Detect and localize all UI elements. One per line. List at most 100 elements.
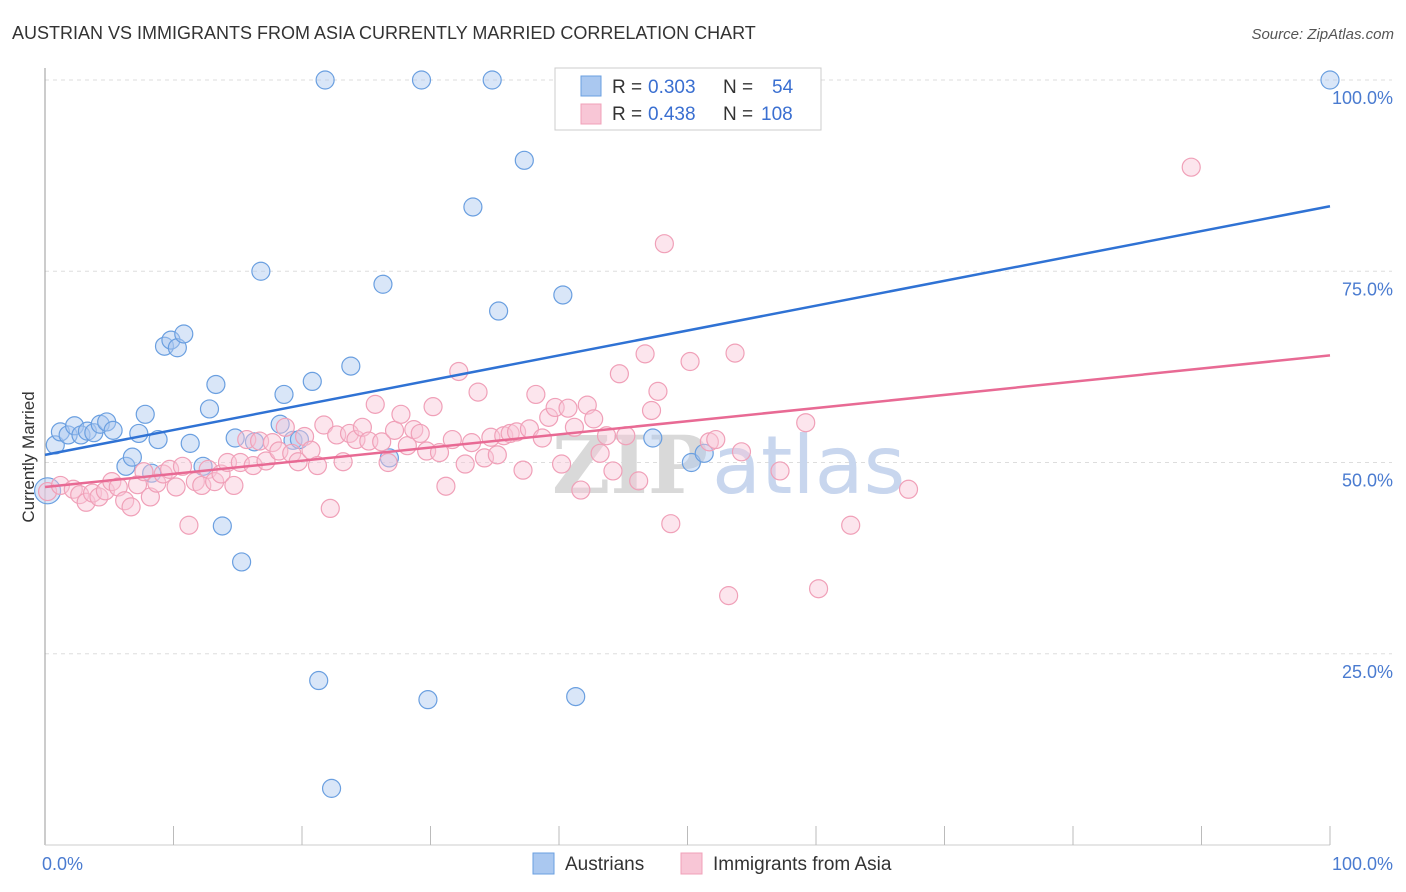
chart-source: Source: ZipAtlas.com (1251, 26, 1394, 43)
point-austrians-35 (309, 670, 329, 691)
asia-immigrants-trend-line (44, 354, 1331, 489)
point-asia-62 (449, 361, 469, 382)
point-asia-105 (898, 479, 919, 499)
bottom-legend-swatch-asia (680, 852, 703, 875)
point-asia-49 (365, 394, 385, 414)
point-asia-75 (532, 428, 552, 448)
point-asia-35 (275, 417, 295, 437)
point-austrians-25 (212, 516, 232, 536)
point-asia-27 (224, 475, 244, 496)
point-asia-97 (706, 429, 726, 450)
point-asia-98 (719, 586, 739, 606)
point-asia-42 (320, 498, 340, 518)
chart-title: AUSTRIAN VS IMMIGRANTS FROM ASIA CURRENT… (12, 23, 756, 43)
watermark-zip: ZIP (552, 418, 708, 512)
point-asia-65 (468, 382, 488, 402)
point-asia-84 (590, 443, 610, 463)
point-asia-52 (384, 420, 405, 440)
point-asia-51 (378, 452, 398, 473)
y-tick-label-25: 25.0% (1342, 662, 1393, 682)
x-ticks (173, 826, 1331, 845)
legend-n-label-austrians: N = (723, 77, 753, 98)
point-asia-101 (770, 461, 790, 481)
point-austrians-44 (482, 70, 502, 90)
bottom-legend: Austrians Immigrants from Asia (532, 852, 892, 875)
point-asia-11 (121, 497, 141, 517)
point-asia-87 (609, 364, 629, 384)
point-austrians-48 (566, 686, 586, 707)
point-asia-83 (584, 409, 604, 429)
point-asia-85 (596, 426, 617, 446)
point-austrians-41 (411, 70, 432, 90)
point-austrians-38 (341, 356, 361, 376)
point-austrians-13 (129, 423, 149, 444)
point-austrians-43 (463, 197, 483, 217)
y-tick-labels: 25.0% 50.0% 75.0% 100.0% (1332, 88, 1393, 682)
point-asia-68 (487, 445, 507, 465)
point-austrians-34 (302, 371, 322, 392)
bottom-legend-label-asia: Immigrants from Asia (713, 854, 892, 875)
point-austrians-36 (315, 70, 335, 90)
point-asia-89 (629, 471, 649, 491)
point-asia-60 (436, 476, 456, 496)
point-asia-95 (680, 351, 700, 372)
point-asia-18 (166, 477, 186, 497)
point-austrians-24 (206, 374, 226, 395)
point-asia-91 (641, 400, 662, 421)
point-asia-79 (558, 398, 578, 418)
point-asia-24 (205, 472, 225, 492)
point-austrians-42 (418, 690, 438, 710)
point-asia-94 (661, 514, 681, 534)
legend-swatch-asia (580, 103, 602, 125)
point-austrians-14 (135, 404, 155, 424)
point-asia-103 (808, 579, 829, 599)
point-austrians-27 (232, 552, 252, 572)
watermark: ZIP atlas (552, 418, 905, 512)
point-austrians-21 (180, 433, 200, 453)
point-austrians-47 (553, 285, 573, 305)
legend-r-value-asia: 0.438 (648, 104, 696, 125)
bottom-legend-swatch-austrians (532, 852, 555, 875)
bottom-legend-label-austrians: Austrians (565, 854, 644, 875)
legend-r-label-austrians: R = (612, 77, 642, 98)
point-asia-41 (314, 415, 334, 435)
asia-immigrants-points (37, 157, 1201, 606)
y-tick-label-75: 75.0% (1342, 279, 1393, 299)
point-austrians-31 (274, 384, 294, 405)
legend-r-value-austrians: 0.303 (648, 77, 696, 98)
point-asia-106 (1181, 157, 1201, 177)
point-asia-78 (551, 454, 572, 474)
point-austrians-12 (122, 447, 142, 467)
point-asia-76 (539, 407, 559, 427)
point-asia-53 (391, 404, 411, 424)
point-asia-58 (423, 397, 443, 417)
watermark-atlas: atlas (712, 419, 905, 512)
point-austrians-20 (174, 324, 194, 344)
point-asia-40 (307, 455, 328, 476)
point-asia-81 (571, 480, 591, 500)
point-asia-92 (648, 381, 668, 401)
point-asia-102 (796, 413, 816, 433)
point-asia-90 (635, 344, 655, 364)
point-asia-72 (513, 460, 533, 480)
point-austrians-10 (103, 420, 123, 440)
point-asia-50 (372, 432, 392, 452)
point-austrians-23 (199, 399, 220, 419)
point-austrians-29 (251, 261, 271, 281)
legend-r-label-asia: R = (612, 104, 642, 125)
point-asia-74 (526, 384, 546, 405)
legend-box: R = 0.303 N = 54 R = 0.438 N = 108 (554, 67, 822, 131)
point-asia-20 (179, 515, 199, 535)
point-asia-88 (616, 426, 636, 446)
point-austrians-30 (270, 414, 290, 434)
y-tick-label-50: 50.0% (1342, 471, 1393, 491)
point-austrians-46 (514, 150, 534, 170)
point-asia-104 (841, 515, 861, 535)
point-austrians-2 (50, 422, 71, 442)
point-asia-100 (731, 442, 752, 462)
y-axis-label: Currently Married (19, 391, 38, 522)
y-tick-label-100: 100.0% (1332, 88, 1393, 108)
point-austrians-52 (1320, 70, 1340, 90)
legend-swatch-austrians (580, 75, 602, 97)
